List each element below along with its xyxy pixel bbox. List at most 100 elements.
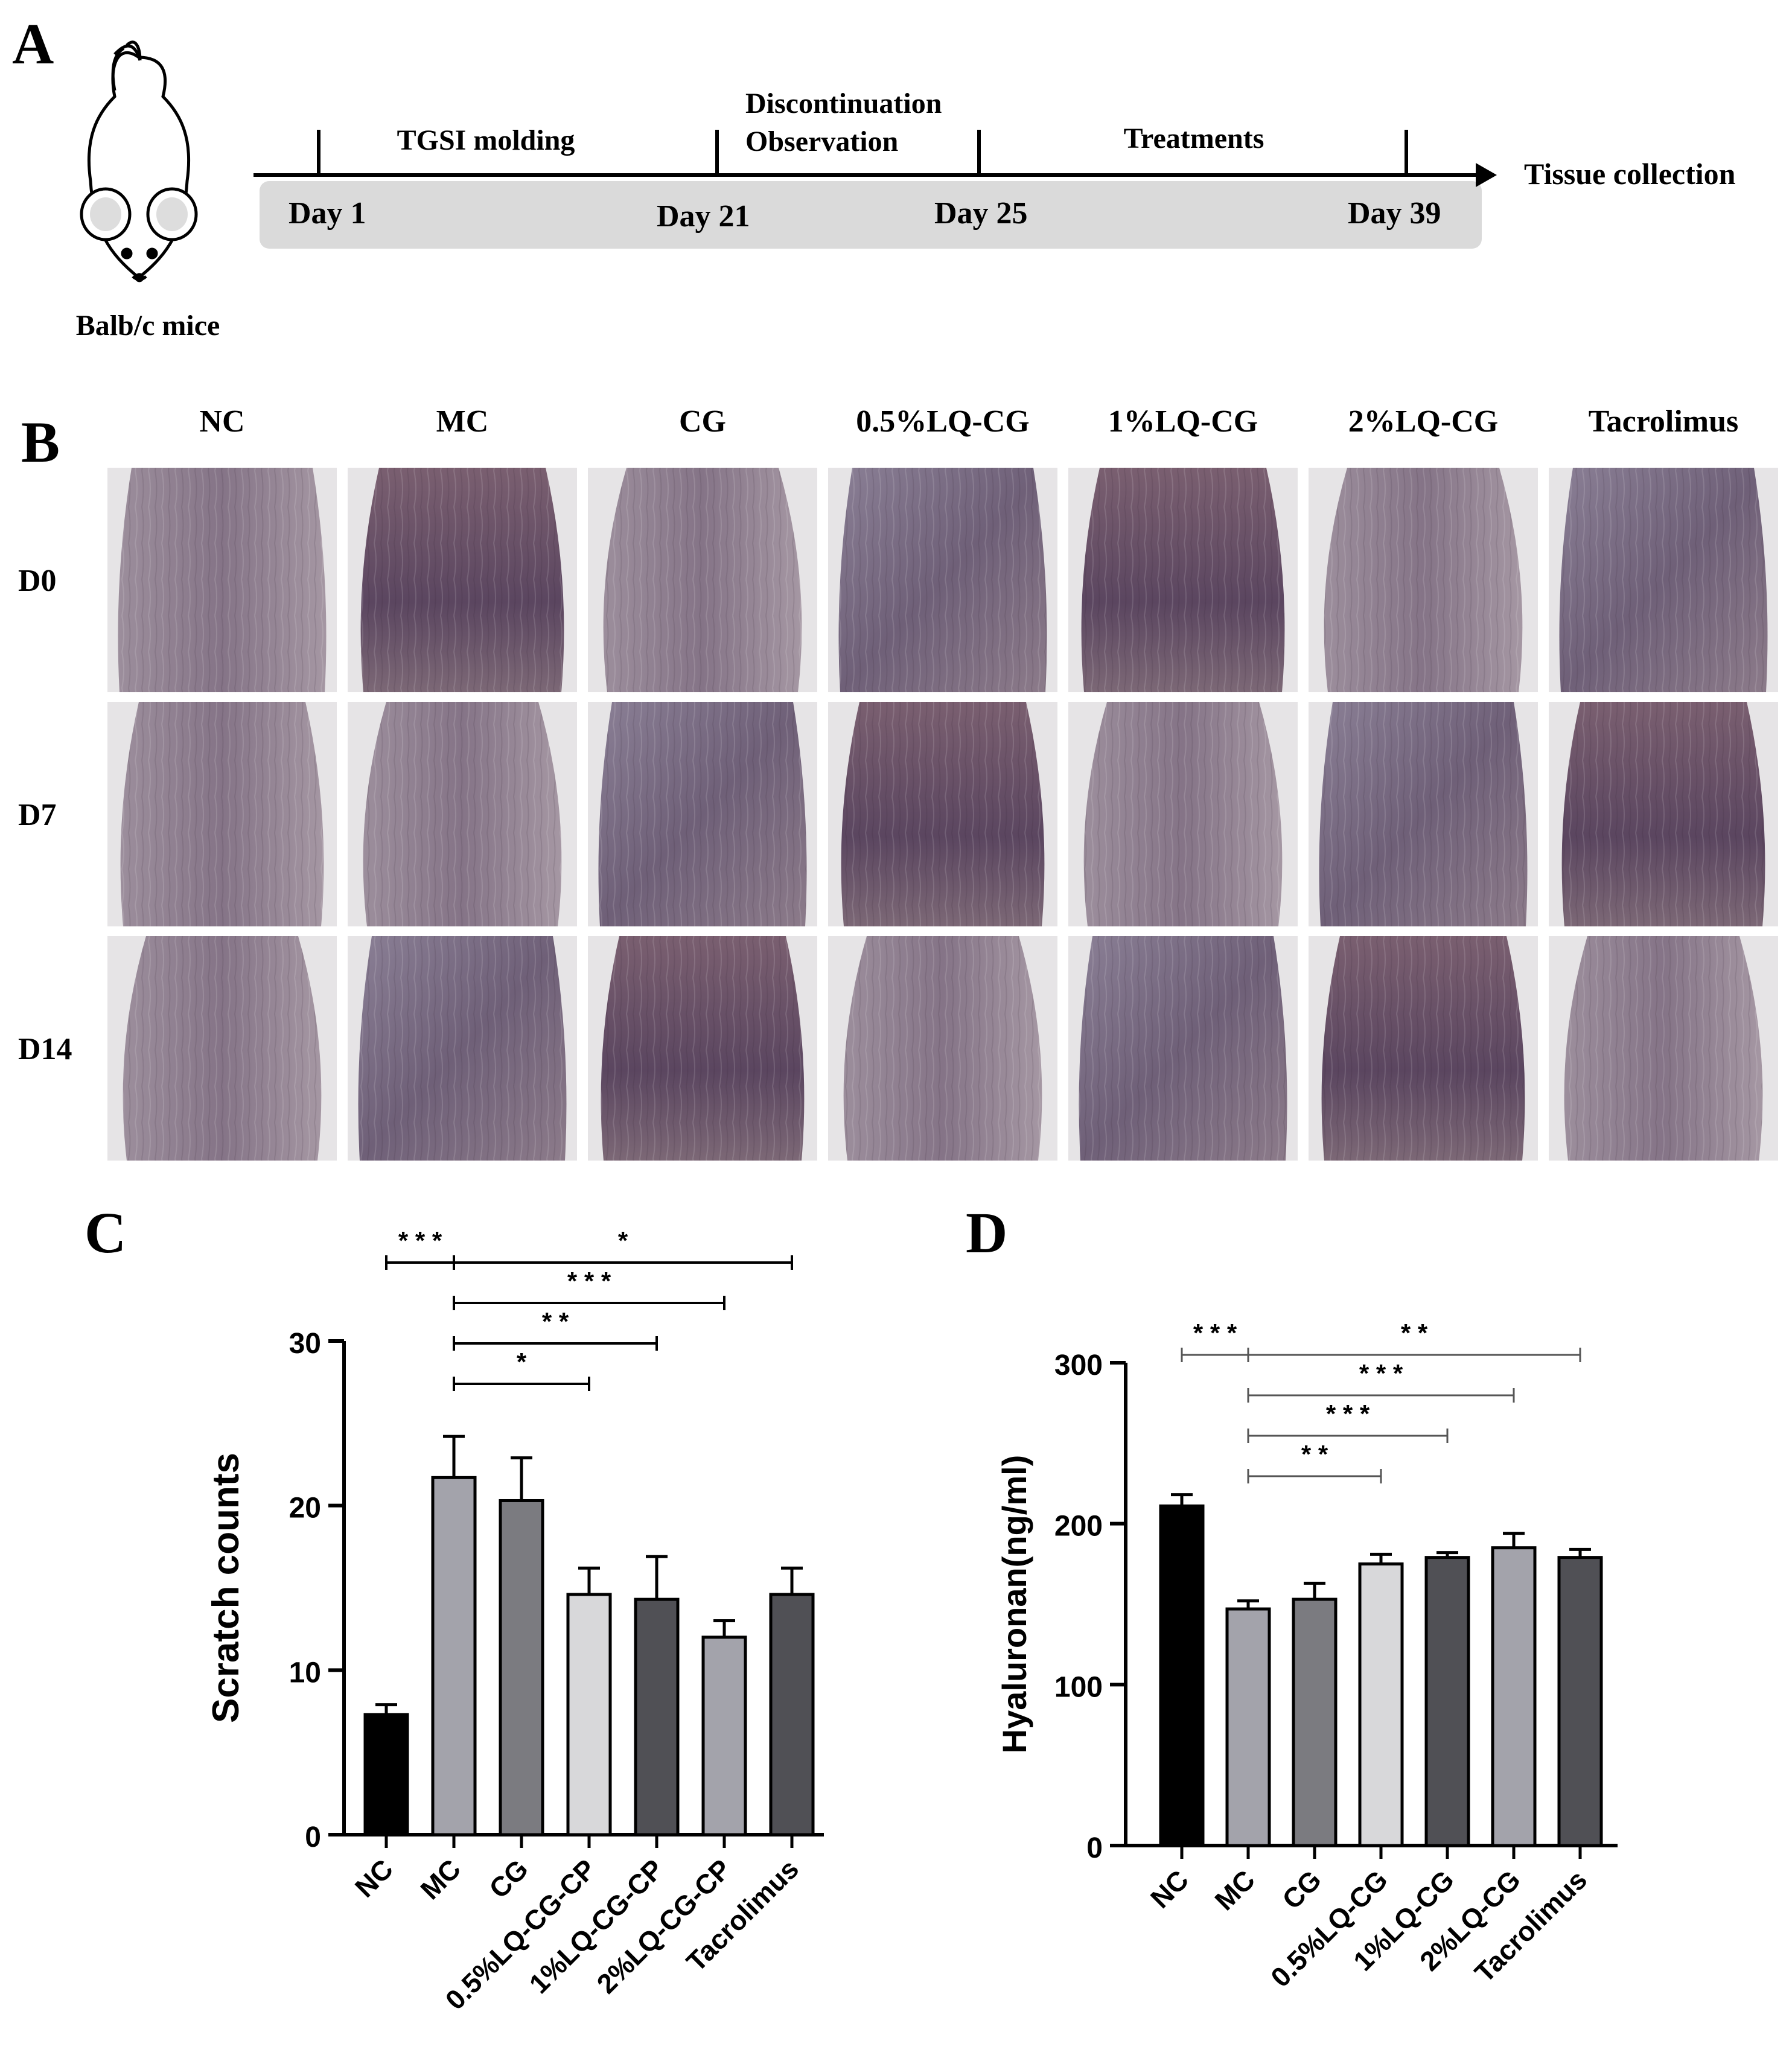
skin-photo	[1068, 468, 1298, 692]
bar	[769, 1593, 815, 1836]
panel-label-a: A	[12, 11, 54, 76]
bar	[1557, 1556, 1603, 1847]
photo-timepoint-labels: D0 D7 D14	[18, 564, 72, 1066]
y-tick-label: 0	[1086, 1832, 1103, 1864]
photo-skin-texture	[1559, 468, 1768, 692]
timeline-arrow-icon	[1476, 163, 1497, 187]
photo-group-header: Tacrolimus	[1589, 404, 1739, 439]
skin-photo	[1068, 702, 1298, 926]
photo-skin-texture	[1079, 936, 1287, 1161]
bar	[1292, 1598, 1338, 1847]
skin-photo	[828, 468, 1057, 692]
panel-label-d: D	[966, 1200, 1007, 1265]
skin-photo	[588, 702, 817, 926]
x-tick-label: CG	[483, 1853, 534, 1904]
significance-label: * * *	[567, 1267, 611, 1295]
skin-photo	[1309, 936, 1538, 1161]
photo-skin-texture	[120, 702, 324, 926]
skin-photo	[1068, 936, 1298, 1161]
x-tick-label: NC	[349, 1853, 399, 1903]
photo-timepoint-label: D0	[18, 564, 57, 598]
y-tick-label: 100	[1054, 1671, 1103, 1703]
photo-group-header: MC	[436, 404, 489, 439]
bar	[1159, 1504, 1205, 1847]
photo-skin-texture	[1081, 468, 1285, 692]
skin-photo	[588, 936, 817, 1161]
photo-skin-texture	[363, 702, 562, 926]
y-tick-label: 300	[1054, 1349, 1103, 1381]
photo-group-headers: NC MC CG 0.5%LQ-CG 1%LQ-CG 2%LQ-CG Tacrolimus	[199, 404, 1738, 439]
skin-photo	[1309, 468, 1538, 692]
panel-label-b: B	[21, 410, 60, 474]
bar	[1225, 1607, 1271, 1847]
x-tick-label: MC	[415, 1853, 467, 1905]
significance-label: *	[618, 1226, 628, 1255]
x-tick-label: NC	[1144, 1864, 1194, 1914]
significance-label: * *	[1401, 1319, 1428, 1347]
timeline-band	[260, 181, 1482, 249]
photo-group-header: CG	[679, 404, 726, 439]
skin-photo	[348, 936, 577, 1161]
significance-label: * *	[1301, 1440, 1328, 1468]
photo-skin-texture	[1321, 936, 1525, 1161]
phase-label-treatments: Treatments	[1124, 123, 1264, 154]
x-tick-label: MC	[1209, 1864, 1261, 1916]
photo-timepoint-label: D14	[18, 1032, 72, 1066]
endpoint-label: Tissue collection	[1524, 157, 1736, 191]
photo-group-header: NC	[199, 404, 244, 439]
phase-label-discontinuation: Discontinuation	[745, 88, 942, 119]
bar	[499, 1499, 544, 1836]
phase-label-observation: Observation	[745, 126, 898, 158]
bar	[634, 1598, 680, 1836]
photo-group-header: 2%LQ-CG	[1348, 404, 1498, 439]
skin-photo	[1549, 702, 1778, 926]
skin-photo	[1549, 936, 1778, 1161]
day-label-39: Day 39	[1348, 196, 1441, 231]
skin-photo	[348, 468, 577, 692]
skin-photo	[588, 468, 817, 692]
skin-photo	[828, 702, 1057, 926]
photo-grid	[107, 468, 1778, 1161]
photo-skin-texture	[1564, 936, 1763, 1161]
panel-b: B NC MC CG 0.5%LQ-CG 1%LQ-CG 2%LQ-CG Tacrolimu…	[18, 404, 1778, 1161]
bar	[1424, 1556, 1470, 1847]
significance-label: * *	[542, 1307, 569, 1336]
photo-skin-texture	[841, 702, 1045, 926]
photo-group-header: 1%LQ-CG	[1108, 404, 1258, 439]
skin-photo	[348, 702, 577, 926]
mouse-label: Balb/c mice	[76, 310, 220, 342]
skin-photo	[1549, 468, 1778, 692]
bar	[1358, 1562, 1404, 1847]
photo-skin-texture	[1324, 468, 1523, 692]
photo-skin-texture	[118, 468, 327, 692]
photo-timepoint-label: D7	[18, 798, 57, 832]
photo-skin-texture	[1083, 702, 1283, 926]
significance-label: * * *	[1193, 1319, 1237, 1347]
skin-photo	[107, 702, 337, 926]
skin-photo	[1309, 702, 1538, 926]
photo-skin-texture	[1319, 702, 1528, 926]
y-axis-label: Scratch counts	[205, 1453, 247, 1723]
timeline: TGSI molding Discontinuation Observation…	[253, 88, 1736, 249]
photo-skin-texture	[838, 468, 1047, 692]
skin-photo	[107, 936, 337, 1161]
photo-skin-texture	[1561, 702, 1765, 926]
photo-skin-texture	[358, 936, 567, 1161]
bar	[701, 1636, 747, 1836]
y-tick-label: 30	[289, 1328, 321, 1360]
skin-photo	[107, 468, 337, 692]
photo-skin-texture	[843, 936, 1042, 1161]
day-label-1: Day 1	[289, 196, 366, 231]
bar	[1491, 1546, 1537, 1847]
photo-skin-texture	[601, 936, 805, 1161]
skin-photo	[828, 936, 1057, 1161]
y-tick-label: 10	[289, 1657, 321, 1689]
bar	[363, 1713, 409, 1836]
photo-group-header: 0.5%LQ-CG	[856, 404, 1029, 439]
photo-skin-texture	[123, 936, 322, 1161]
photo-skin-texture	[603, 468, 802, 692]
y-tick-label: 0	[305, 1821, 321, 1853]
